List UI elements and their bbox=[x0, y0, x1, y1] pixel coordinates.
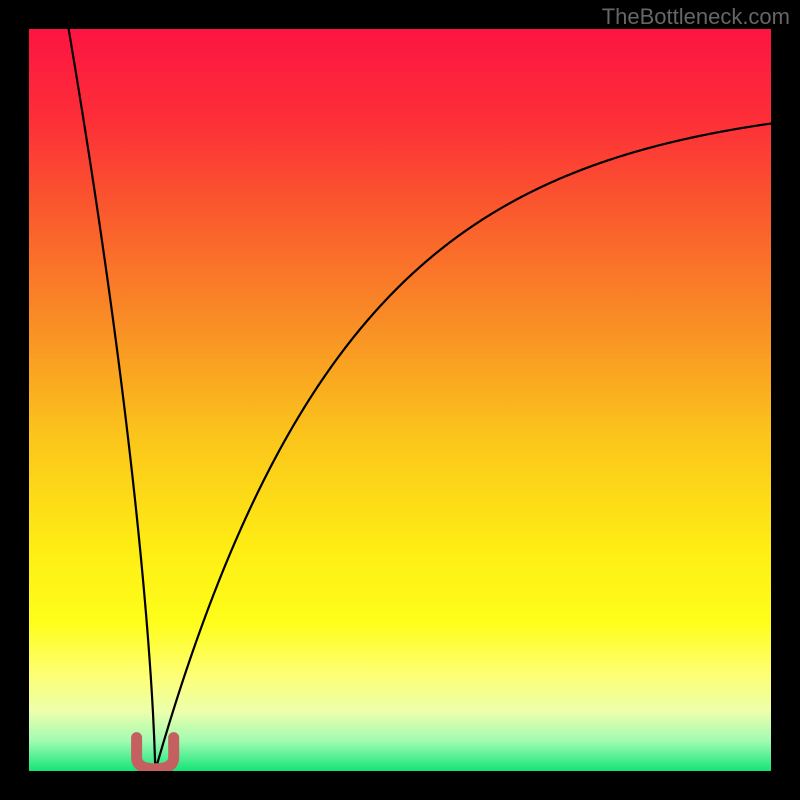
chart-container: TheBottleneck.com bbox=[0, 0, 800, 800]
gradient-background bbox=[29, 29, 771, 771]
watermark-text: TheBottleneck.com bbox=[602, 4, 790, 30]
bottleneck-chart bbox=[0, 0, 800, 800]
